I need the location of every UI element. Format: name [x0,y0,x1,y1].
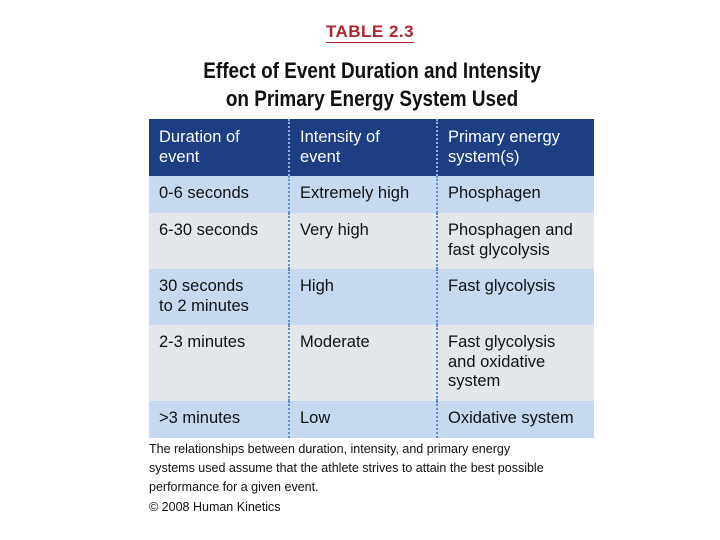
energy-system-table: Duration of event Intensity of event Pri… [149,119,594,438]
header-duration-line: event [159,147,200,166]
cell-text: High [300,277,334,295]
cell-text: system [448,372,501,390]
cell-text: Phosphagen [448,184,541,202]
cell-text: >3 minutes [159,409,241,427]
header-system-line: Primary energy [448,128,560,146]
cell-system: Fast glycolysis [436,269,594,325]
cell-intensity: Extremely high [288,176,436,213]
footnote-line: systems used assume that the athlete str… [149,461,544,475]
header-intensity-line: Intensity of [300,128,380,146]
table-footnote: The relationships between duration, inte… [149,440,609,497]
header-intensity: Intensity of event [288,119,436,176]
table-title: Effect of Event Duration and Intensity o… [52,57,692,113]
cell-text: 2-3 minutes [159,333,246,351]
header-duration: Duration of event [149,119,288,176]
title-line-1: Effect of Event Duration and Intensity [203,58,541,83]
cell-text: Moderate [300,333,370,351]
cell-text: 30 seconds [159,277,244,295]
table-row: >3 minutes Low Oxidative system [149,401,594,438]
header-system-line: system(s) [448,147,520,166]
cell-text: 6-30 seconds [159,221,259,239]
cell-duration: 30 seconds to 2 minutes [149,269,288,325]
cell-text: Fast glycolysis [448,333,556,351]
footnote-line: performance for a given event. [149,480,319,494]
table-number-label: TABLE 2.3 [0,22,720,43]
cell-duration: >3 minutes [149,401,288,438]
table-row: 2-3 minutes Moderate Fast glycolysis and… [149,325,594,401]
table-row: 30 seconds to 2 minutes High Fast glycol… [149,269,594,325]
cell-system: Fast glycolysis and oxidative system [436,325,594,401]
copyright-notice: © 2008 Human Kinetics [149,500,281,514]
cell-text: Very high [300,221,369,239]
header-intensity-line: event [300,147,341,166]
table-number-text: TABLE 2.3 [325,22,415,43]
cell-text: Fast glycolysis [448,277,556,295]
cell-intensity: High [288,269,436,325]
cell-text: and oxidative [448,352,546,371]
header-energy-system: Primary energy system(s) [436,119,594,176]
cell-duration: 2-3 minutes [149,325,288,401]
cell-text: fast glycolysis [448,240,550,259]
cell-duration: 6-30 seconds [149,213,288,269]
cell-text: to 2 minutes [159,296,249,315]
cell-intensity: Moderate [288,325,436,401]
cell-system: Oxidative system [436,401,594,438]
footnote-line: The relationships between duration, inte… [149,442,511,456]
cell-text: Oxidative system [448,409,574,427]
cell-intensity: Very high [288,213,436,269]
cell-text: Phosphagen and [448,221,573,239]
table-row: 6-30 seconds Very high Phosphagen and fa… [149,213,594,269]
cell-system: Phosphagen [436,176,594,213]
title-line-2: on Primary Energy System Used [225,86,519,111]
table-header-row: Duration of event Intensity of event Pri… [149,119,594,176]
table-row: 0-6 seconds Extremely high Phosphagen [149,176,594,213]
cell-text: Extremely high [300,184,410,202]
cell-intensity: Low [288,401,436,438]
header-duration-line: Duration of [159,128,240,146]
cell-system: Phosphagen and fast glycolysis [436,213,594,269]
cell-text: 0-6 seconds [159,184,249,202]
cell-duration: 0-6 seconds [149,176,288,213]
cell-text: Low [300,409,331,427]
